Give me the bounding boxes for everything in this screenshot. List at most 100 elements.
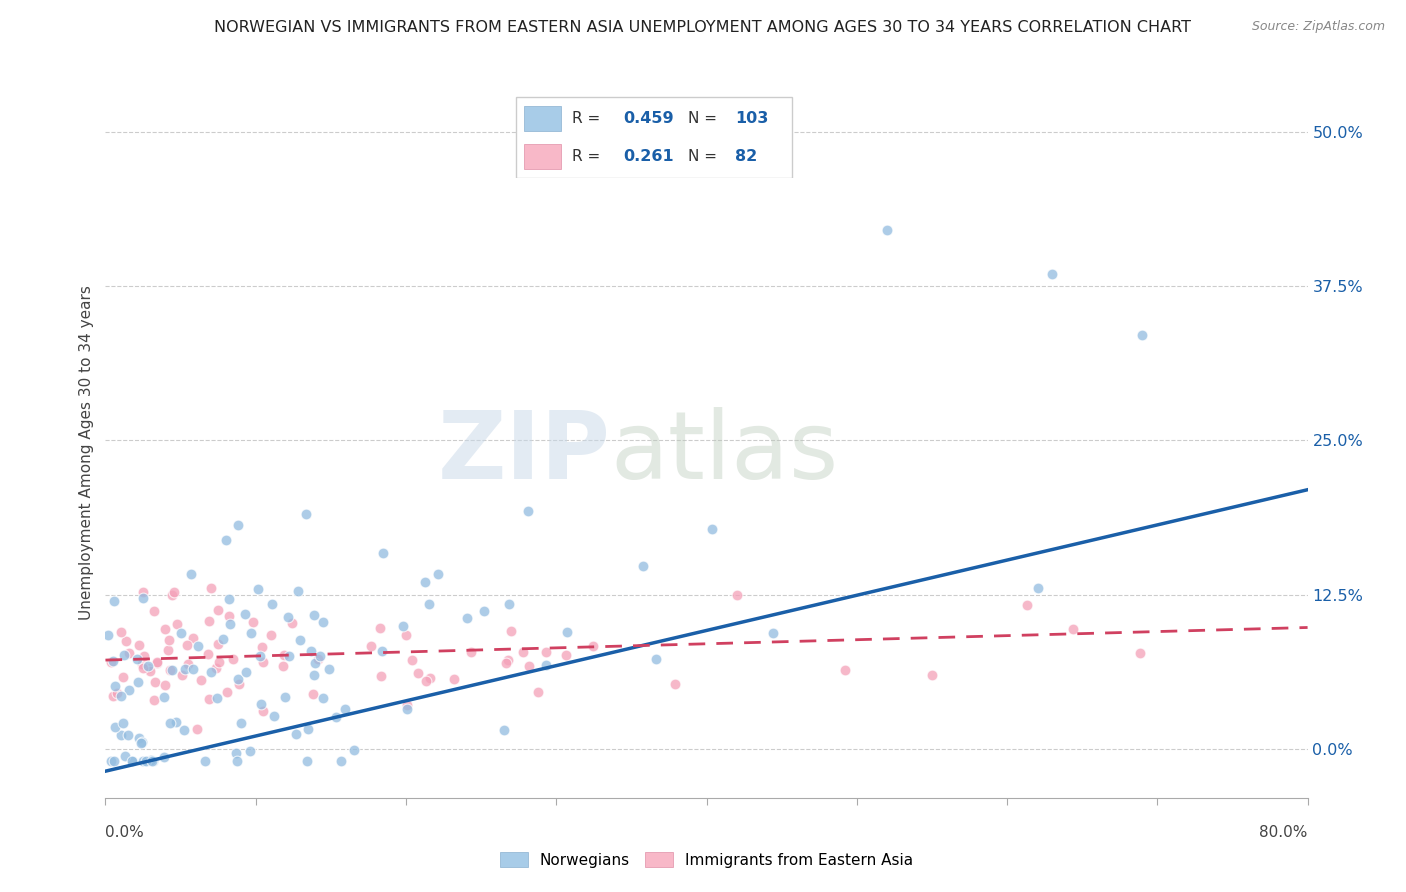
Point <box>176 638 198 652</box>
Point <box>456 611 478 625</box>
Point <box>121 754 143 768</box>
Point <box>287 583 309 598</box>
Point <box>118 646 141 660</box>
Point <box>413 574 436 589</box>
Point <box>129 736 152 750</box>
Point <box>325 710 347 724</box>
Point <box>128 731 150 745</box>
Point <box>221 651 243 665</box>
Point <box>103 754 125 768</box>
Point <box>117 683 139 698</box>
Point <box>166 616 188 631</box>
Point <box>1130 328 1153 343</box>
Text: ZIP: ZIP <box>437 407 610 499</box>
Point <box>105 686 128 700</box>
Text: R =: R = <box>572 149 606 164</box>
Point <box>215 533 238 548</box>
Point <box>180 566 202 581</box>
Point <box>274 690 297 705</box>
Point <box>262 597 284 611</box>
Point <box>181 662 204 676</box>
Point <box>177 657 200 671</box>
Text: atlas: atlas <box>610 407 838 499</box>
Point <box>131 735 153 749</box>
FancyBboxPatch shape <box>524 106 561 131</box>
Point <box>312 615 335 629</box>
Point <box>159 664 181 678</box>
Point <box>142 693 165 707</box>
Point <box>127 674 149 689</box>
Point <box>295 754 318 768</box>
Point <box>304 656 326 670</box>
Point <box>517 504 540 518</box>
Point <box>460 645 482 659</box>
Point <box>135 754 157 768</box>
Point <box>218 608 240 623</box>
Point <box>205 691 228 706</box>
Point <box>160 663 183 677</box>
Point <box>277 610 299 624</box>
Point <box>318 662 340 676</box>
Point <box>294 508 316 522</box>
Point <box>664 677 686 691</box>
Point <box>132 591 155 606</box>
Point <box>246 582 269 596</box>
Point <box>419 671 441 685</box>
Point <box>132 754 155 768</box>
Point <box>401 653 423 667</box>
Point <box>329 754 352 768</box>
Point <box>534 658 557 673</box>
Point <box>252 705 274 719</box>
Point <box>288 633 311 648</box>
Point <box>228 677 250 691</box>
Point <box>526 685 548 699</box>
Point <box>170 626 193 640</box>
Text: N =: N = <box>688 149 721 164</box>
Point <box>281 615 304 630</box>
Point <box>146 655 169 669</box>
FancyBboxPatch shape <box>516 97 792 178</box>
Point <box>194 754 217 768</box>
Point <box>418 598 440 612</box>
Text: NORWEGIAN VS IMMIGRANTS FROM EASTERN ASIA UNEMPLOYMENT AMONG AGES 30 TO 34 YEARS: NORWEGIAN VS IMMIGRANTS FROM EASTERN ASI… <box>215 20 1191 35</box>
Point <box>139 664 162 678</box>
Point <box>200 581 222 595</box>
Point <box>117 727 139 741</box>
Point <box>114 748 136 763</box>
Point <box>368 621 391 635</box>
Text: Source: ZipAtlas.com: Source: ZipAtlas.com <box>1251 20 1385 33</box>
Point <box>163 585 186 599</box>
Point <box>104 720 127 734</box>
Point <box>155 678 177 692</box>
Point <box>187 640 209 654</box>
Point <box>97 627 120 641</box>
Text: 0.0%: 0.0% <box>105 825 145 839</box>
Point <box>370 669 392 683</box>
Point <box>136 661 159 675</box>
Point <box>582 639 605 653</box>
Point <box>1040 267 1063 281</box>
Point <box>103 594 125 608</box>
Point <box>517 659 540 673</box>
Point <box>762 625 785 640</box>
Point <box>307 651 329 665</box>
Point <box>415 674 437 689</box>
Point <box>160 588 183 602</box>
Point <box>143 674 166 689</box>
Point <box>312 690 335 705</box>
Point <box>271 659 294 673</box>
Point <box>208 656 231 670</box>
Point <box>146 656 169 670</box>
Point <box>406 666 429 681</box>
Point <box>1129 646 1152 660</box>
Text: R =: R = <box>572 111 606 126</box>
Point <box>141 753 163 767</box>
Point <box>115 633 138 648</box>
Point <box>360 640 382 654</box>
Point <box>343 742 366 756</box>
Point <box>499 624 522 638</box>
Point <box>302 668 325 682</box>
Point <box>132 585 155 599</box>
Point <box>132 649 155 664</box>
Point <box>226 672 249 686</box>
